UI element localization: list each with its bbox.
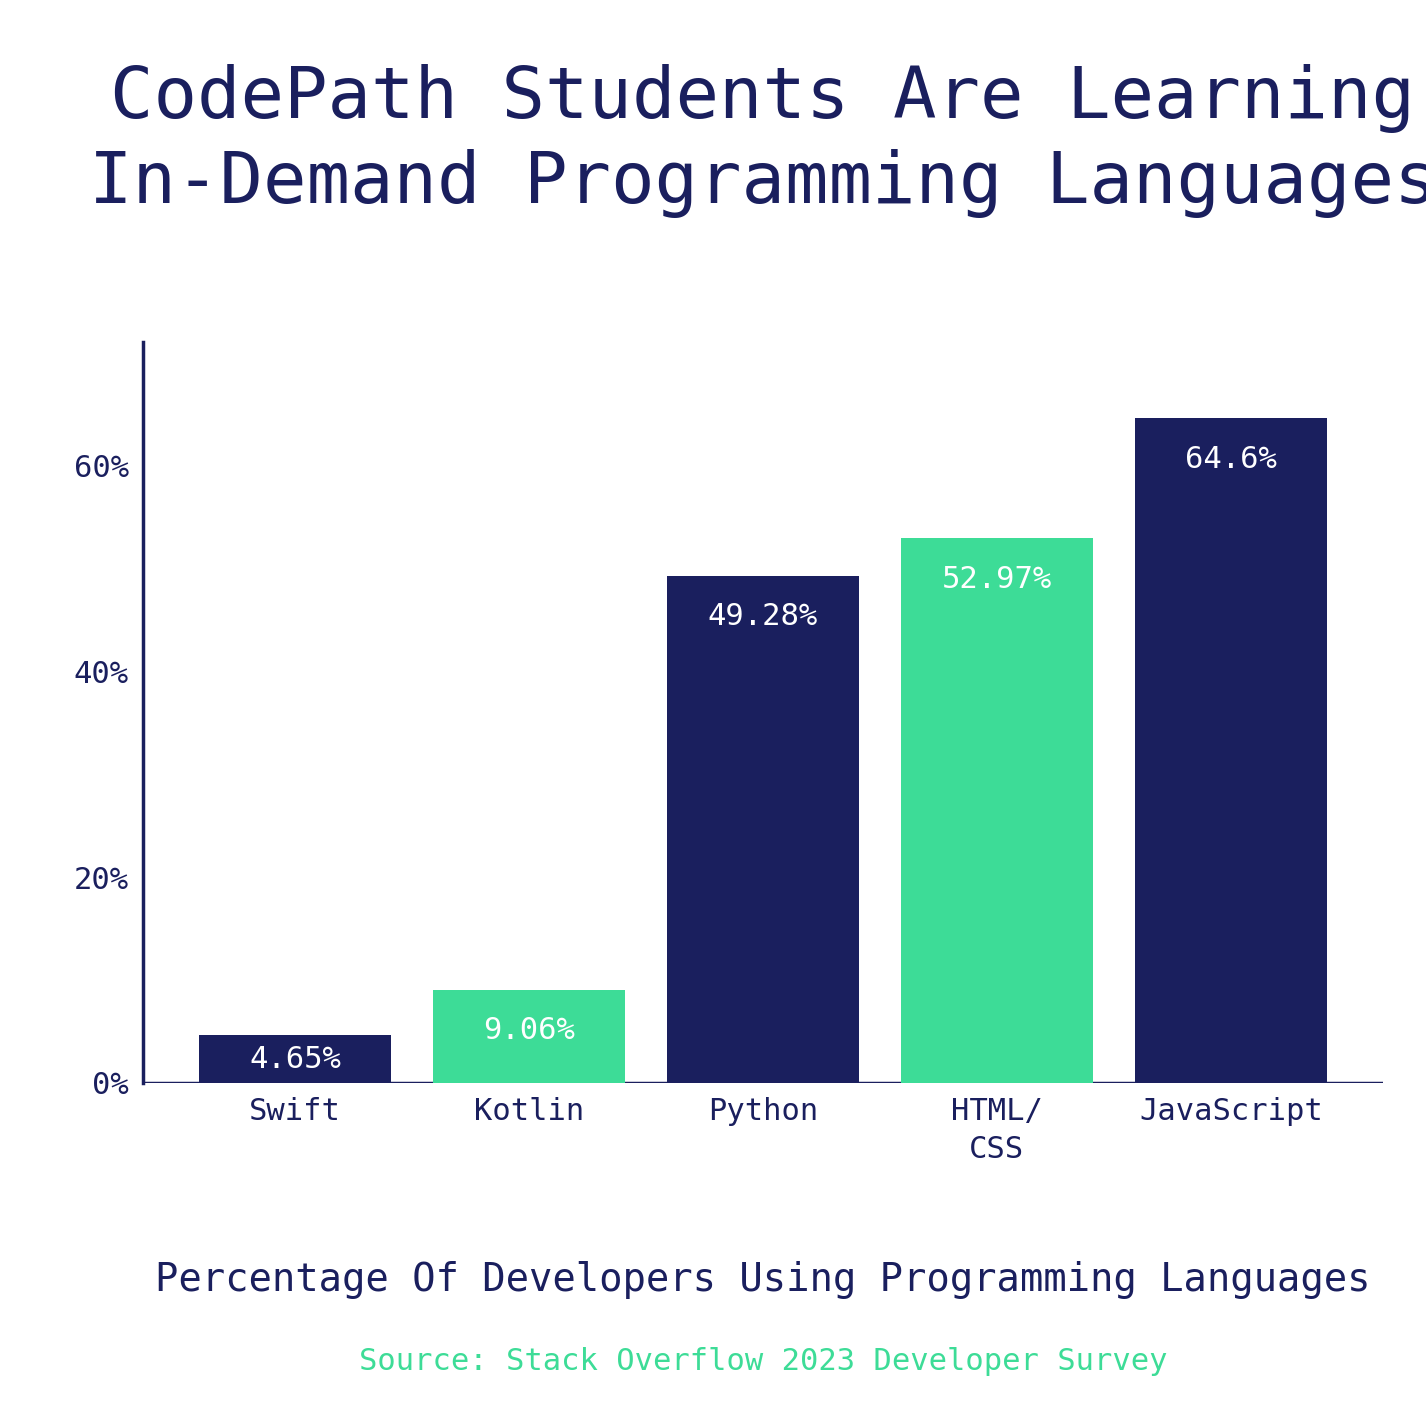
Text: 9.06%: 9.06%	[483, 1016, 575, 1046]
Bar	[200, 1035, 391, 1083]
Text: Percentage Of Developers Using Programming Languages: Percentage Of Developers Using Programmi…	[155, 1261, 1370, 1300]
Text: 49.28%: 49.28%	[707, 603, 819, 631]
Bar	[1135, 418, 1326, 1083]
Text: 52.97%: 52.97%	[941, 564, 1052, 594]
Text: 64.6%: 64.6%	[1185, 445, 1276, 475]
Text: Source: Stack Overflow 2023 Developer Survey: Source: Stack Overflow 2023 Developer Su…	[359, 1347, 1166, 1375]
Text: 4.65%: 4.65%	[250, 1045, 341, 1073]
Bar	[667, 576, 858, 1083]
Bar	[434, 990, 625, 1083]
Text: CodePath Students Are Learning
In-Demand Programming Languages: CodePath Students Are Learning In-Demand…	[88, 64, 1426, 218]
Bar	[901, 537, 1092, 1083]
